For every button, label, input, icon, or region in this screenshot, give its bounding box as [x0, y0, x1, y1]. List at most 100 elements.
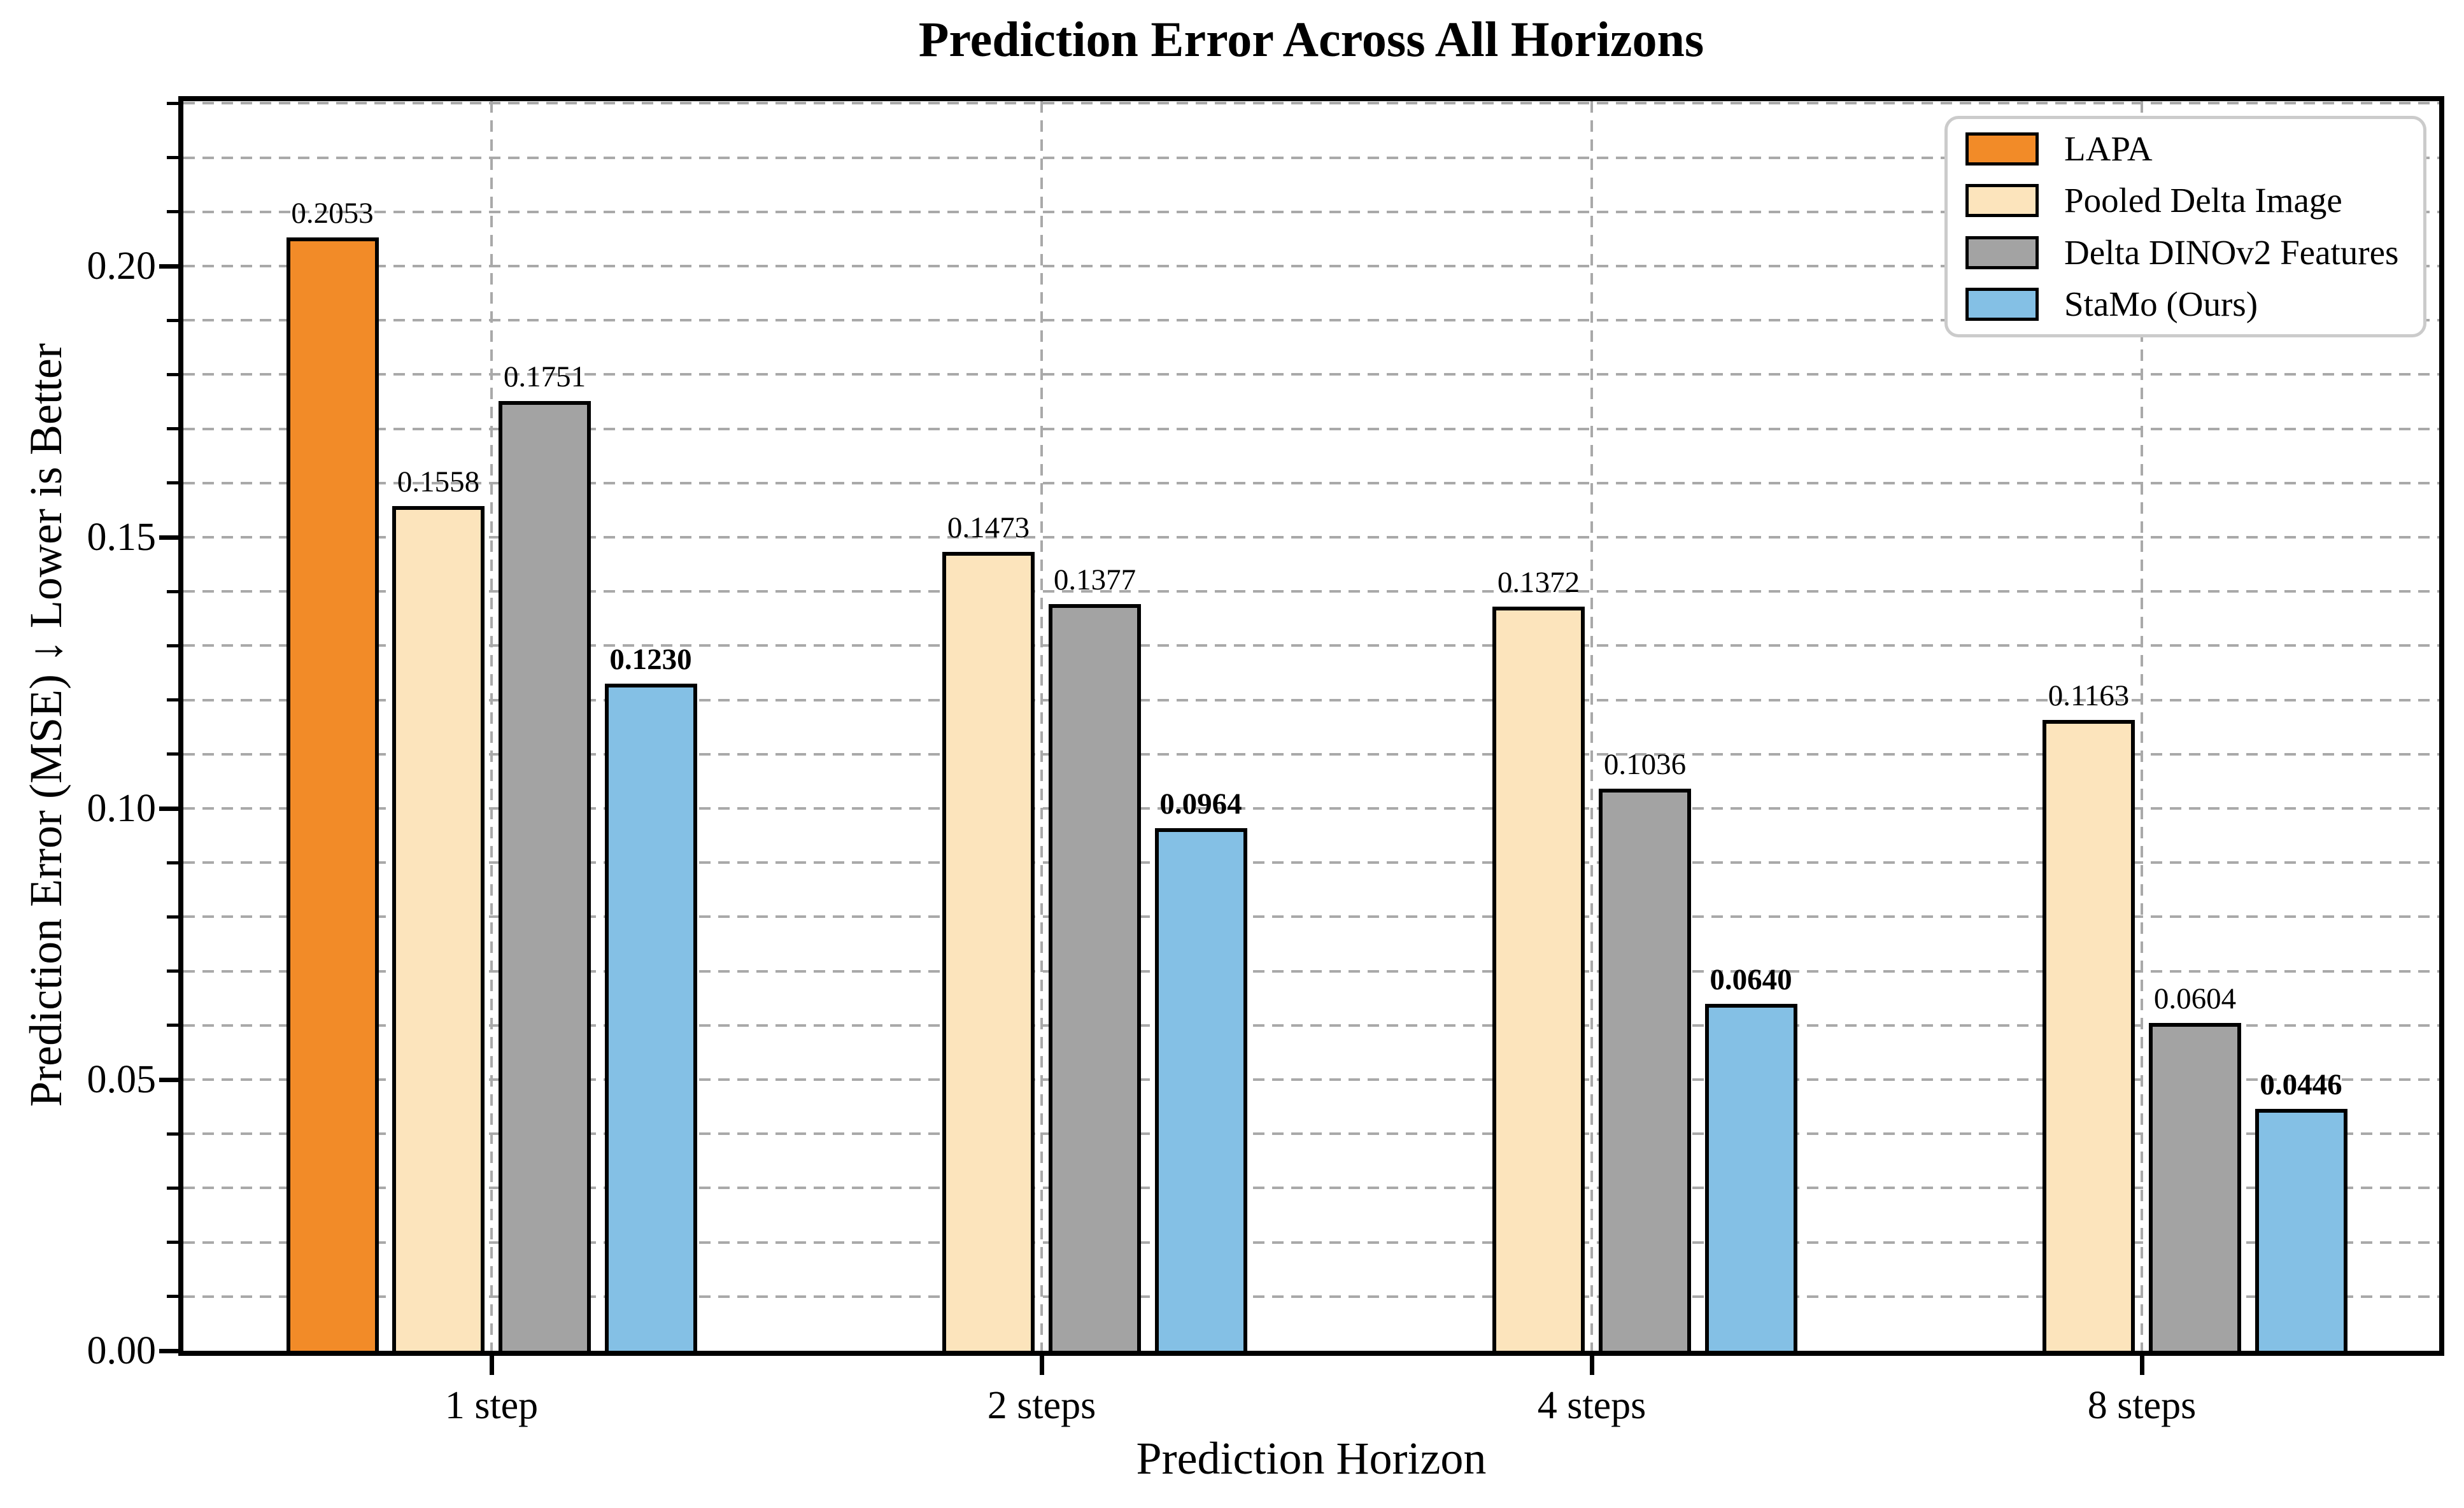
- gridline-h: [183, 319, 2439, 322]
- x-tick-label-8-steps: 8 steps: [2087, 1384, 2197, 1427]
- x-major-tick: [1589, 1356, 1594, 1375]
- y-minor-tick: [167, 589, 178, 593]
- gridline-h: [183, 861, 2439, 864]
- y-major-tick: [159, 1077, 178, 1082]
- y-minor-tick: [167, 101, 178, 105]
- y-minor-tick: [167, 915, 178, 919]
- gridline-h: [183, 1295, 2439, 1298]
- bar-value-label: 0.1163: [2048, 679, 2130, 713]
- legend-swatch-stamo-ours: [1965, 288, 2039, 321]
- legend-swatch-lapa: [1965, 132, 2039, 166]
- bar-delta-dinov2-features-2-steps: [1049, 603, 1141, 1351]
- legend-label: Delta DINOv2 Features: [2064, 232, 2399, 272]
- gridline-h: [183, 915, 2439, 919]
- bar-value-label: 0.1372: [1497, 566, 1580, 600]
- gridline-h: [183, 265, 2439, 267]
- y-tick-label: 0.15: [87, 516, 157, 559]
- y-minor-tick: [167, 1241, 178, 1244]
- gridline-h: [183, 1024, 2439, 1027]
- gridline-v: [1590, 101, 1593, 1351]
- bar-stamo-ours-2-steps: [1154, 828, 1247, 1351]
- gridline-h: [183, 156, 2439, 159]
- legend-swatch-pooled-delta-image: [1965, 184, 2039, 218]
- gridline-h: [183, 969, 2439, 973]
- bar-value-label: 0.0604: [2153, 982, 2237, 1016]
- y-axis-label: Prediction Error (MSE) ↓ Lower is Better: [20, 343, 71, 1107]
- y-minor-tick: [167, 427, 178, 431]
- gridline-h: [183, 1132, 2439, 1136]
- y-minor-tick: [167, 481, 178, 485]
- bar-stamo-ours-4-steps: [1704, 1003, 1797, 1351]
- gridline-h: [183, 481, 2439, 484]
- bar-stamo-ours-1-step: [604, 684, 697, 1351]
- legend: LAPA Pooled Delta Image Delta DINOv2 Featu…: [1944, 116, 2426, 337]
- gridline-h: [183, 102, 2439, 105]
- x-tick-label-4-steps: 4 steps: [1537, 1384, 1646, 1427]
- y-minor-tick: [167, 861, 178, 864]
- bar-value-label: 0.1036: [1603, 748, 1687, 782]
- gridline-h: [183, 590, 2439, 593]
- y-minor-tick: [167, 969, 178, 973]
- x-axis-label: Prediction Horizon: [1136, 1433, 1487, 1484]
- legend-label: LAPA: [2064, 129, 2153, 168]
- x-tick-label-2-steps: 2 steps: [987, 1384, 1096, 1427]
- y-minor-tick: [167, 644, 178, 647]
- y-minor-tick: [167, 698, 178, 702]
- legend-swatch-delta-dinov2-features: [1965, 236, 2039, 269]
- gridline-h: [183, 427, 2439, 430]
- y-tick-label: 0.05: [87, 1058, 157, 1101]
- bar-pooled-delta-image-2-steps: [942, 552, 1035, 1351]
- legend-item-stamo-ours: StaMo (Ours): [1948, 279, 2423, 331]
- gridline-h: [183, 1241, 2439, 1244]
- y-minor-tick: [167, 752, 178, 756]
- gridline-h: [183, 1187, 2439, 1190]
- gridline-v: [2141, 101, 2143, 1351]
- bar-value-label: 0.0640: [1710, 962, 1792, 996]
- y-minor-tick: [167, 1132, 178, 1136]
- gridline-v: [1040, 101, 1043, 1351]
- legend-item-lapa: LAPA: [1948, 123, 2423, 175]
- y-minor-tick: [167, 210, 178, 214]
- bar-value-label: 0.1230: [609, 643, 692, 677]
- gridline-h: [183, 698, 2439, 701]
- y-minor-tick: [167, 372, 178, 376]
- bar-value-label: 0.2053: [291, 196, 374, 230]
- bar-pooled-delta-image-4-steps: [1492, 607, 1585, 1351]
- y-minor-tick: [167, 156, 178, 160]
- y-minor-tick: [167, 318, 178, 322]
- gridline-h: [183, 373, 2439, 376]
- y-minor-tick: [167, 1186, 178, 1190]
- y-major-tick: [159, 806, 178, 811]
- y-tick-label: 0.20: [87, 244, 157, 288]
- gridline-h: [183, 807, 2439, 810]
- bar-value-label: 0.1558: [397, 465, 480, 498]
- legend-item-delta-dinov2-features: Delta DINOv2 Features: [1948, 227, 2423, 279]
- bar-value-label: 0.1473: [947, 511, 1030, 544]
- x-major-tick: [489, 1356, 494, 1375]
- gridline-h: [183, 752, 2439, 756]
- plot-inner: [183, 101, 2439, 1351]
- bar-value-label: 0.0964: [1159, 787, 1242, 821]
- y-major-tick: [159, 264, 178, 269]
- y-minor-tick: [167, 1024, 178, 1027]
- bar-lapa-1-step: [286, 237, 379, 1351]
- x-major-tick: [2139, 1356, 2144, 1375]
- bar-value-label: 0.0446: [2260, 1068, 2342, 1101]
- bar-pooled-delta-image-8-steps: [2043, 720, 2135, 1351]
- bar-delta-dinov2-features-4-steps: [1599, 789, 1691, 1351]
- y-major-tick: [159, 535, 178, 540]
- gridline-h: [183, 210, 2439, 213]
- y-tick-label: 0.10: [87, 787, 157, 830]
- legend-label: Pooled Delta Image: [2064, 181, 2342, 220]
- x-tick-label-1-step: 1 step: [444, 1384, 539, 1427]
- y-major-tick: [159, 1348, 178, 1353]
- gridline-h: [183, 644, 2439, 647]
- gridline-v: [490, 101, 493, 1351]
- legend-item-pooled-delta-image: Pooled Delta Image: [1948, 175, 2423, 227]
- gridline-h: [183, 536, 2439, 539]
- y-tick-label: 0.00: [87, 1329, 157, 1372]
- bar-pooled-delta-image-1-step: [392, 505, 485, 1351]
- bar-delta-dinov2-features-8-steps: [2149, 1023, 2241, 1351]
- bar-stamo-ours-8-steps: [2255, 1109, 2347, 1351]
